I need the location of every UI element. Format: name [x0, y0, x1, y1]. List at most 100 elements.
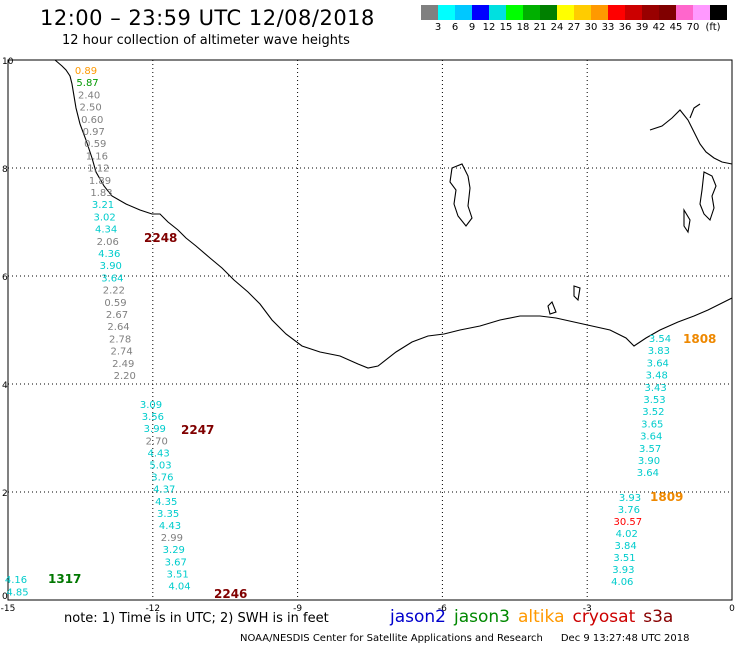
track-2248: 0.895.872.402.500.600.970.591.161.121.89…: [75, 66, 178, 382]
coastline-segment: [649, 103, 733, 165]
map-title: 12:00 – 23:59 UTC 12/08/2018: [40, 6, 375, 30]
legend-tick-label: 39: [635, 22, 649, 33]
legend-swatch: [642, 5, 659, 20]
longitude-tick-label: -15: [1, 604, 16, 614]
wave-height-label: 0.97: [83, 127, 105, 138]
wave-height-label: 3.67: [165, 557, 187, 568]
lat-lon-grid: [8, 60, 732, 600]
legend-tick-label: 15: [499, 22, 513, 33]
wave-height-label: 3.76: [618, 505, 640, 516]
wave-height-label: 30.57: [613, 517, 642, 528]
pass-time-label: 2247: [181, 423, 214, 437]
longitude-tick-label: -12: [145, 604, 160, 614]
longitude-ticks: -15 -12 -9 -6 -3 0: [1, 604, 735, 614]
pass-time-label: 1809: [650, 490, 683, 504]
wave-height-label: 1.89: [89, 176, 111, 187]
wave-height-label: 3.90: [100, 261, 122, 272]
legend-swatch: [659, 5, 676, 20]
pass-time-label: 2248: [144, 231, 177, 245]
wave-height-label: 3.29: [163, 545, 185, 556]
legend-tick-label: 3: [434, 22, 442, 33]
wave-height-label: 2.20: [114, 371, 136, 382]
legend-swatch: [710, 5, 727, 20]
wave-height-label: 3.64: [637, 468, 659, 479]
legend-tick-label: 27: [567, 22, 581, 33]
wave-height-label: 4.34: [95, 225, 117, 236]
wave-height-label: 5.03: [149, 461, 171, 472]
satellite-jason3-label: jason3: [454, 607, 510, 627]
latitude-tick-label: 0: [2, 592, 8, 602]
map-subtitle: 12 hour collection of altimeter wave hei…: [62, 33, 350, 48]
latitude-tick-label: 4: [2, 381, 8, 391]
coastline-segment: [683, 208, 691, 234]
wave-height-label: 4.85: [6, 588, 28, 599]
wave-height-label: 4.43: [147, 448, 169, 459]
coastline-segment: [54, 59, 733, 369]
altimeter-tracks: 0.895.872.402.500.600.970.591.161.121.89…: [5, 66, 717, 601]
legend-tick-label: 30: [584, 22, 598, 33]
wave-height-label: 1.12: [87, 164, 109, 175]
wave-height-label: 3.83: [648, 346, 670, 357]
track-1808: 3.543.833.643.483.433.533.523.653.643.57…: [637, 332, 717, 479]
wave-height-label: 3.65: [641, 419, 663, 430]
legend-swatch: [421, 5, 438, 20]
legend-swatch: [472, 5, 489, 20]
wave-height-label: 0.59: [84, 139, 106, 150]
wave-height-label: 4.37: [153, 485, 175, 496]
wave-height-label: 3.43: [644, 383, 666, 394]
legend-swatch: [557, 5, 574, 20]
wave-height-label: 2.22: [103, 286, 125, 297]
wave-height-label: 5.87: [76, 78, 98, 89]
legend-tick-label: 42: [652, 22, 666, 33]
wave-height-label: 4.02: [616, 529, 638, 540]
latitude-tick-label: 8: [2, 165, 8, 175]
legend-swatch: [523, 5, 540, 20]
wave-height-label: 4.43: [159, 521, 181, 532]
footer: NOAA/NESDIS Center for Satellite Applica…: [240, 633, 689, 644]
wave-height-label: 3.35: [157, 509, 179, 520]
legend-tick-label: 18: [516, 22, 530, 33]
wave-height-label: 2.64: [107, 322, 129, 333]
pass-time-label: 1317: [48, 572, 81, 586]
pass-time-label: 1808: [683, 332, 716, 346]
track-2246: 2246: [214, 587, 247, 601]
wave-height-label: 3.51: [166, 569, 188, 580]
wave-height-label: 1.83: [90, 188, 112, 199]
wave-height-label: 3.64: [101, 273, 123, 284]
wave-height-label: 4.04: [168, 582, 190, 593]
wave-height-label: 2.49: [112, 359, 134, 370]
latitude-tick-label: 10: [2, 57, 14, 67]
legend-tick-label: 9: [468, 22, 476, 33]
wave-height-label: 2.40: [78, 90, 100, 101]
wave-height-label: 3.54: [649, 334, 671, 345]
wave-height-label: 3.99: [144, 424, 166, 435]
wave-height-label: 3.21: [92, 200, 114, 211]
wave-height-label: 2.50: [80, 103, 102, 114]
satellite-s3a-label: s3a: [643, 607, 674, 627]
footer-org: NOAA/NESDIS Center for Satellite Applica…: [240, 633, 543, 644]
wave-height-label: 2.06: [97, 237, 119, 248]
wave-height-label: 3.93: [612, 565, 634, 576]
wave-height-label: 3.56: [142, 412, 164, 423]
latitude-tick-label: 2: [2, 489, 8, 499]
wave-height-label: 1.16: [86, 151, 108, 162]
footer-timestamp: Dec 9 13:27:48 UTC 2018: [560, 633, 690, 644]
wave-height-label: 3.09: [140, 400, 162, 411]
legend-tick-label: 33: [601, 22, 615, 33]
legend-tick-label: 21: [533, 22, 547, 33]
wave-height-label: 3.53: [643, 395, 665, 406]
longitude-tick-label: 0: [729, 604, 735, 614]
coastline: [54, 59, 733, 369]
legend-swatch: [489, 5, 506, 20]
wave-height-label: 0.60: [81, 115, 103, 126]
pass-time-label: 2246: [214, 587, 247, 601]
legend-tick-label: 6: [451, 22, 459, 33]
satellite-cryosat-label: cryosat: [572, 607, 636, 627]
satellite-legend: jason2 jason3 altika cryosat s3a: [390, 607, 681, 627]
wave-height-label: 4.36: [98, 249, 120, 260]
wave-height-label: 3.76: [151, 473, 173, 484]
latitude-tick-label: 6: [2, 273, 8, 283]
longitude-tick-label: -6: [438, 604, 447, 614]
